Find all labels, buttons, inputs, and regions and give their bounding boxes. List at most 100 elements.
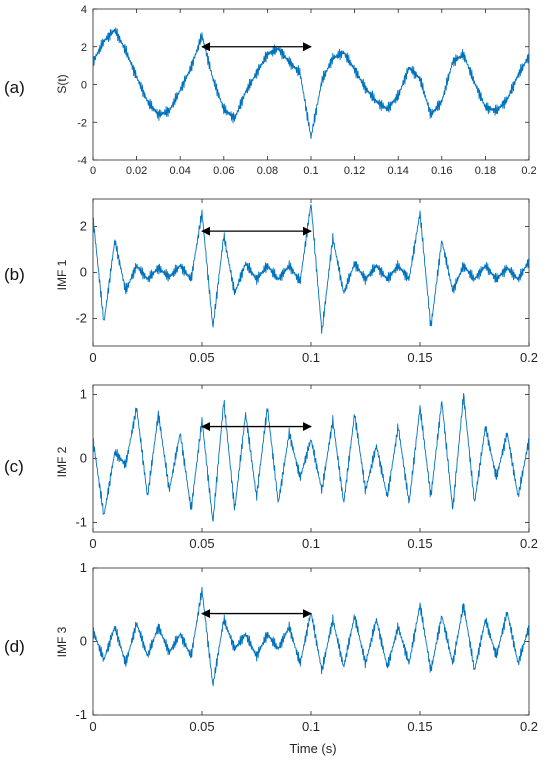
- panel-a-data-point: [92, 61, 93, 62]
- panel-b-data-point: [125, 290, 126, 291]
- panel-a-label: (a): [4, 78, 25, 97]
- panel-a-xtick-label: 0.1: [303, 165, 318, 177]
- panel-a-data-point: [310, 137, 311, 138]
- panel-d-data-point: [409, 663, 410, 664]
- panel-b-data-point: [234, 293, 235, 294]
- panel-c-data-point: [92, 439, 93, 440]
- panel-a-plot: 0 0.02 0.04 0.06 0.08 0.1 0.12 0.14 0.16 0.18 0.2 -…: [77, 4, 536, 177]
- panel-a-data-point: [256, 73, 257, 74]
- panel-d-data-point: [507, 612, 508, 613]
- panel-c-signal-line: [92, 392, 530, 522]
- panel-b: (b) IMF 1 0 0.05 0.1 0.15 0.2 -2 0 2: [4, 198, 538, 365]
- panel-a-data-point: [289, 61, 290, 62]
- panel-c-data-point: [103, 515, 104, 516]
- panel-d-data-point: [201, 589, 202, 590]
- panel-c-xtick-label: 0.15: [407, 536, 432, 551]
- panel-c-data-point: [310, 439, 311, 440]
- panel-a-data-point: [354, 69, 355, 70]
- panel-b-data-point: [103, 322, 104, 323]
- panel-a-data-point: [158, 114, 159, 115]
- panel-d-data-point: [474, 670, 475, 671]
- panel-b-data-point: [430, 327, 431, 328]
- panel-c-axes-box: [92, 384, 530, 533]
- panel-c-data-point: [507, 432, 508, 433]
- panel-d-label: (d): [4, 637, 25, 656]
- panel-c-data-point: [528, 439, 529, 440]
- panel-c-ytick-label: 1: [80, 387, 87, 402]
- panel-d-data-point: [278, 648, 279, 649]
- panel-b-data-point: [387, 279, 388, 280]
- panel-c-data-point: [463, 394, 464, 395]
- panel-b-data-point: [191, 279, 192, 280]
- panel-c-data-point: [332, 420, 333, 421]
- panel-c-data-point: [125, 464, 126, 465]
- panel-d-data-point: [376, 619, 377, 620]
- panel-d-data-point: [256, 656, 257, 657]
- panel-c-xtick-label: 0.05: [189, 536, 214, 551]
- panel-d-signal-line: [92, 586, 530, 687]
- panel-b-data-point: [180, 265, 181, 266]
- panel-d-data-point: [289, 626, 290, 627]
- panel-d-xtick-label: 0: [89, 719, 96, 734]
- panel-a-data-point: [180, 90, 181, 91]
- panel-a-data-point: [474, 82, 475, 83]
- panel-a-data-point: [125, 50, 126, 51]
- panel-c-data-point: [278, 503, 279, 504]
- panel-a-ytick-label: -4: [77, 155, 87, 167]
- panel-c-data-point: [234, 509, 235, 510]
- panel-b-data-point: [528, 260, 529, 261]
- panel-d-data-point: [245, 634, 246, 635]
- panel-b-data-point: [496, 279, 497, 280]
- panel-a-data-point: [234, 118, 235, 119]
- panel-c-plot: 0 0.05 0.1 0.15 0.2-101: [75, 384, 538, 551]
- panel-c-data-point: [201, 420, 202, 421]
- panel-b-data-point: [463, 265, 464, 266]
- panel-b-data-point: [256, 279, 257, 280]
- panel-a-data-point: [430, 114, 431, 115]
- panel-c-data-point: [387, 496, 388, 497]
- panel-d-data-point: [332, 619, 333, 620]
- panel-a-xtick-label: 0.14: [387, 165, 408, 177]
- panel-d-data-point: [518, 663, 519, 664]
- panel-d-ytick-label: -1: [75, 707, 87, 722]
- panel-d-xtick-label: 0.15: [407, 719, 432, 734]
- panel-b-plot: 0 0.05 0.1 0.15 0.2 -2 0 2: [75, 198, 538, 365]
- panel-d-data-point: [354, 615, 355, 616]
- panel-a-ytick-label: 4: [81, 4, 87, 16]
- panel-a-xtick-label: 0.16: [431, 165, 452, 177]
- panel-b-data-point: [474, 279, 475, 280]
- panel-c-data-point: [354, 413, 355, 414]
- panel-b-xtick-label: 0: [89, 350, 96, 365]
- panel-a-xtick-label: 0.04: [169, 165, 190, 177]
- panel-d-data-point: [223, 619, 224, 620]
- panel-a-data-point: [169, 110, 170, 111]
- panel-b-ytick-label: 0: [80, 265, 87, 280]
- panel-a-data-point: [365, 88, 366, 89]
- panel-d-data-point: [158, 626, 159, 627]
- panel-d-data-point: [528, 626, 529, 627]
- panel-a-data-point: [332, 57, 333, 58]
- panel-a-data-point: [398, 95, 399, 96]
- panel-a-signal-line: [92, 27, 530, 139]
- panel-b-data-point: [147, 279, 148, 280]
- panel-b-ytick-label: -2: [75, 310, 87, 325]
- panel-b-data-point: [212, 327, 213, 328]
- panel-b-data-point: [321, 332, 322, 333]
- panel-b-ylabel: IMF 1: [55, 259, 69, 290]
- panel-b-data-point: [245, 263, 246, 264]
- panel-b-data-point: [507, 267, 508, 268]
- panel-b-data-point: [398, 265, 399, 266]
- panel-a-data-point: [528, 56, 529, 57]
- panel-d-data-point: [365, 663, 366, 664]
- panel-d-data-point: [321, 670, 322, 671]
- panel-c: (c) IMF 2 0 0.05 0.1 0.15 0.2-101: [4, 384, 538, 551]
- panel-c-data-point: [256, 496, 257, 497]
- panel-b-data-point: [310, 203, 311, 204]
- panel-d-data-point: [430, 670, 431, 671]
- panel-b-data-point: [136, 265, 137, 266]
- panel-b-data-point: [365, 279, 366, 280]
- panel-d-data-point: [212, 685, 213, 686]
- panel-c-data-point: [474, 503, 475, 504]
- panel-b-data-point: [201, 212, 202, 213]
